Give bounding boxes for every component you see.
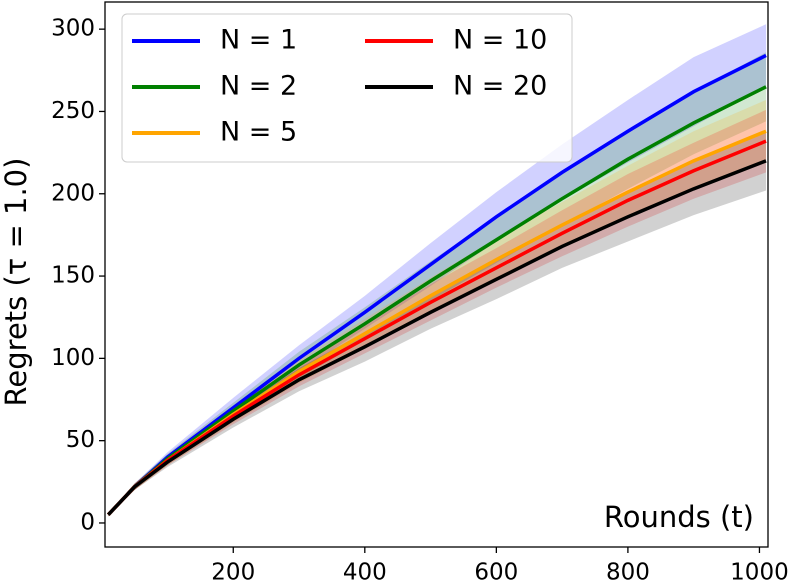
y-tick-label: 0 — [80, 509, 95, 535]
legend-label: N = 5 — [220, 117, 297, 148]
x-tick-label: 200 — [211, 560, 255, 586]
legend-label: N = 1 — [220, 25, 297, 56]
legend-box — [121, 13, 573, 163]
x-axis-annotation: Rounds (t) — [604, 500, 754, 534]
y-axis-label: Regrets (τ = 1.0) — [0, 158, 33, 407]
legend-label: N = 20 — [453, 71, 547, 102]
y-tick-label: 150 — [51, 263, 95, 289]
legend-label: N = 10 — [453, 25, 547, 56]
series-line — [107, 159, 767, 516]
confidence-band — [108, 131, 767, 517]
y-tick-label: 200 — [51, 180, 95, 206]
x-tick-label: 1000 — [730, 560, 789, 586]
y-tick-label: 250 — [51, 98, 95, 124]
plot-area: 200 400 600 800 1000 0 50 100 150 200 250 300 N = 1 N… — [51, 1, 789, 586]
y-tick-label: 50 — [66, 427, 95, 453]
x-tick-label: 600 — [474, 560, 518, 586]
plot-frame — [104, 1, 769, 548]
y-tick-label: 300 — [51, 16, 95, 42]
confidence-band — [108, 109, 767, 517]
x-tick-label: 800 — [606, 560, 650, 586]
x-tick-label: 400 — [343, 560, 387, 586]
legend-label: N = 2 — [220, 71, 297, 102]
confidence-band — [108, 52, 767, 517]
y-tick-label: 100 — [51, 345, 95, 371]
